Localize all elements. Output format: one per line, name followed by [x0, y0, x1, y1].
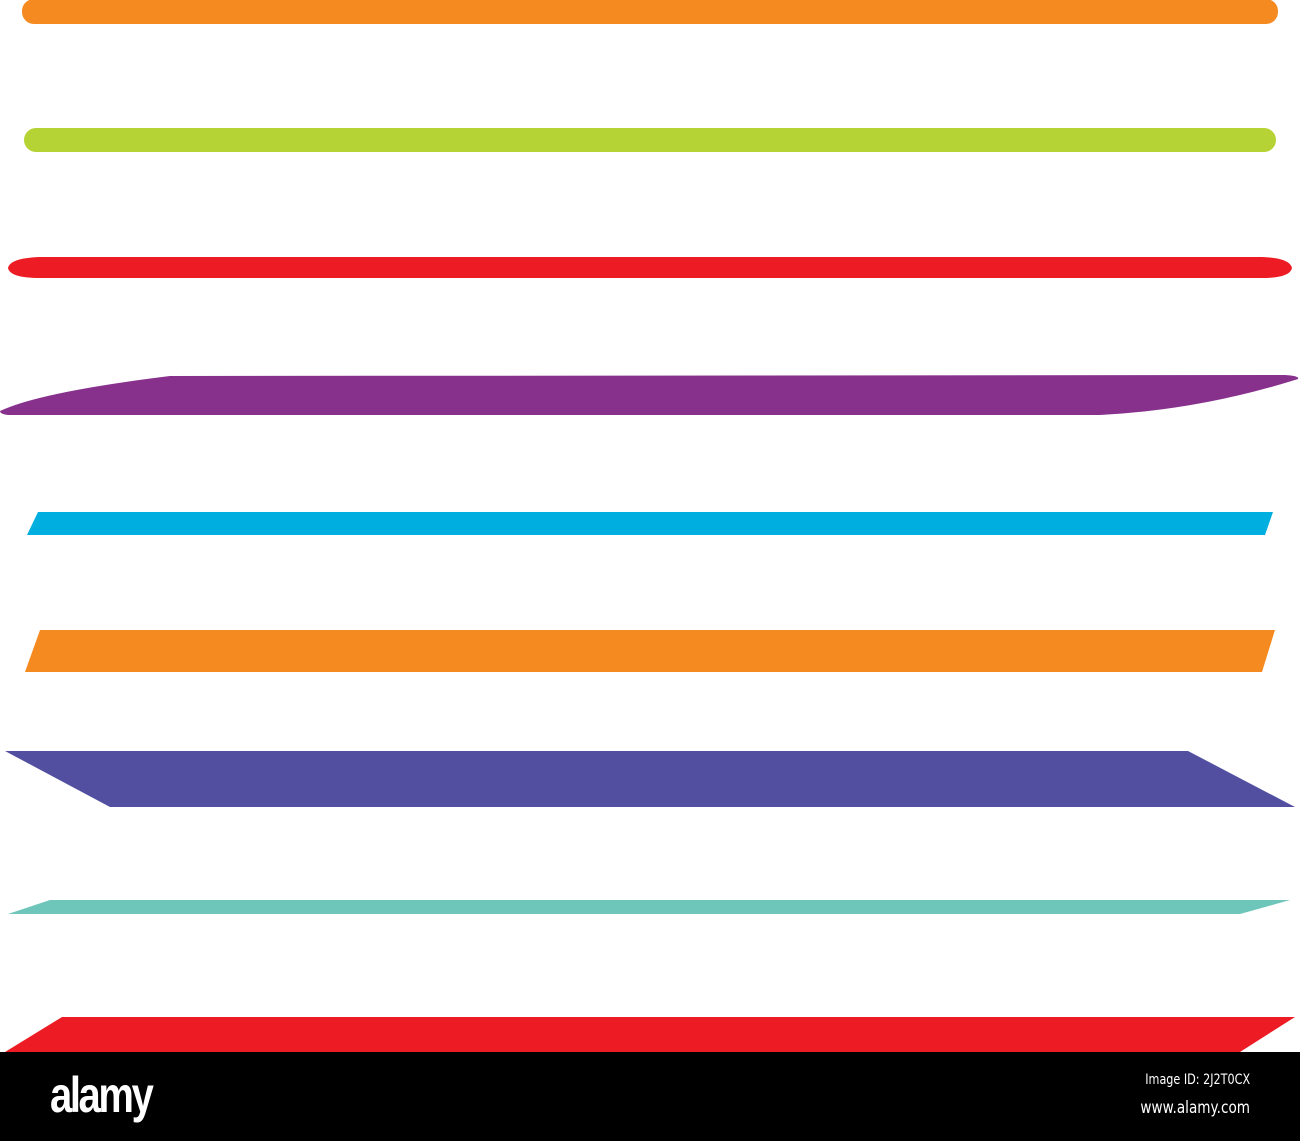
stroke-blue-slanted [27, 512, 1273, 535]
watermark-footer: alamy Image ID: 2J2T0CX www.alamy.com [0, 1052, 1300, 1141]
stroke-red-pointed [8, 257, 1292, 278]
stroke-purple-brush [0, 375, 1299, 415]
stroke-green-rounded [24, 128, 1276, 152]
alamy-logo: alamy [50, 1067, 154, 1123]
stroke-orange-slanted [25, 630, 1275, 672]
stroke-orange-rounded [22, 0, 1278, 24]
stroke-red-slanted [5, 1017, 1295, 1052]
stroke-teal-tapered [8, 900, 1290, 914]
brush-strokes [0, 0, 1299, 1052]
site-url: www.alamy.com [1140, 1098, 1250, 1118]
image-id: Image ID: 2J2T0CX [1145, 1072, 1250, 1088]
stroke-indigo-slanted [5, 751, 1295, 807]
